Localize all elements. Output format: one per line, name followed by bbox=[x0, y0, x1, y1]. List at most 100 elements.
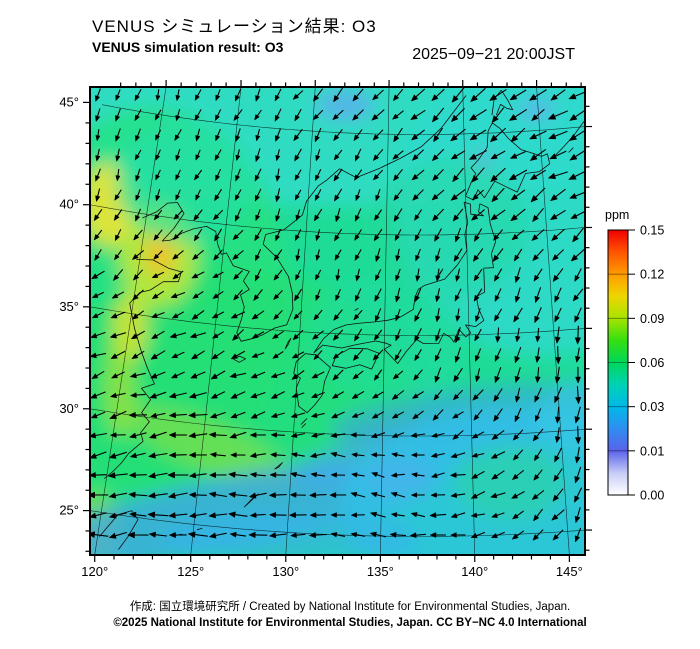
wind-arrow-shaft bbox=[416, 288, 422, 297]
wind-arrow-head bbox=[255, 214, 261, 222]
wind-arrow-shaft bbox=[535, 130, 547, 137]
wind-arrow-shaft bbox=[236, 311, 246, 317]
wind-arrow-head bbox=[173, 213, 180, 220]
wind-arrow-head bbox=[531, 114, 539, 122]
wind-arrow-shaft bbox=[236, 88, 242, 97]
wind-arrow-shaft bbox=[475, 109, 487, 118]
wind-arrow-shaft bbox=[316, 309, 323, 317]
wind-arrow-head bbox=[214, 194, 220, 202]
wind-arrow-head bbox=[532, 534, 540, 541]
wind-arrow-shaft bbox=[416, 349, 422, 357]
wind-arrow-shaft bbox=[536, 448, 543, 457]
wind-arrow-shaft bbox=[217, 168, 222, 177]
coastline-path bbox=[300, 418, 308, 425]
wind-arrow-shaft bbox=[557, 366, 560, 378]
wind-arrow-shaft bbox=[276, 128, 282, 137]
wind-arrow-head bbox=[149, 412, 158, 419]
wind-arrow-shaft bbox=[195, 392, 207, 397]
wind-arrow-shaft bbox=[235, 494, 248, 497]
wind-arrow-head bbox=[234, 194, 240, 202]
wind-arrow-shaft bbox=[537, 367, 540, 377]
wind-arrow-head bbox=[215, 134, 221, 142]
wind-arrow-head bbox=[175, 174, 181, 181]
wind-arrow-shaft bbox=[456, 208, 464, 217]
wind-arrow-shaft bbox=[195, 371, 206, 377]
wind-arrow-shaft bbox=[416, 533, 426, 536]
wind-arrow-shaft bbox=[495, 107, 505, 118]
wind-arrow-shaft bbox=[516, 491, 525, 497]
wind-arrow-head bbox=[168, 452, 176, 459]
wind-arrow-shaft bbox=[277, 188, 281, 197]
wind-arrow-shaft bbox=[436, 432, 445, 436]
wind-arrow-head bbox=[191, 273, 199, 279]
wind-arrow-shaft bbox=[115, 512, 127, 517]
wind-arrow-head bbox=[155, 134, 161, 141]
wind-arrow-shaft bbox=[195, 332, 206, 337]
wind-arrow-shaft bbox=[316, 474, 326, 477]
wind-arrow-head bbox=[454, 335, 461, 344]
wind-arrow-shaft bbox=[474, 150, 487, 157]
wind-arrow-head bbox=[514, 295, 521, 304]
wind-arrow-head bbox=[533, 474, 540, 481]
wind-arrow-shaft bbox=[196, 310, 205, 317]
wind-arrow-head bbox=[510, 214, 519, 222]
wind-arrow-shaft bbox=[456, 474, 466, 476]
wind-arrow-head bbox=[475, 355, 481, 363]
wind-arrow-head bbox=[255, 254, 261, 262]
wind-arrow-head bbox=[452, 214, 460, 222]
wind-arrow-head bbox=[110, 353, 118, 359]
wind-arrow-head bbox=[294, 294, 300, 302]
wind-arrow-shaft bbox=[337, 249, 342, 256]
wind-arrow-shaft bbox=[276, 351, 284, 357]
wind-arrow-shaft bbox=[436, 348, 442, 357]
wind-arrow-shaft bbox=[297, 269, 302, 276]
wind-arrow-head bbox=[390, 472, 398, 478]
coastline-path bbox=[104, 259, 182, 479]
wind-arrow-head bbox=[315, 234, 321, 242]
wind-arrow-head bbox=[350, 452, 358, 458]
wind-arrow-shaft bbox=[576, 466, 582, 478]
wind-arrow-shaft bbox=[515, 189, 526, 197]
wind-arrow-head bbox=[332, 113, 339, 121]
wind-arrow-head bbox=[570, 254, 579, 262]
wind-arrow-shaft bbox=[217, 109, 222, 117]
wind-arrow-head bbox=[335, 294, 341, 302]
wind-arrow-shaft bbox=[195, 473, 207, 476]
wind-arrow-head bbox=[554, 376, 561, 384]
wind-arrow-shaft bbox=[576, 386, 579, 398]
wind-arrow-shaft bbox=[417, 248, 421, 257]
wind-arrow-shaft bbox=[137, 109, 142, 117]
wind-arrow-head bbox=[393, 134, 400, 143]
wind-arrow-shaft bbox=[175, 513, 188, 516]
wind-arrow-head bbox=[549, 194, 558, 202]
wind-arrow-head bbox=[111, 293, 119, 299]
wind-arrow-head bbox=[273, 293, 280, 301]
wind-arrow-head bbox=[313, 353, 320, 361]
wind-arrow-head bbox=[308, 492, 317, 499]
wind-arrow-head bbox=[433, 393, 440, 401]
wind-arrow-shaft bbox=[536, 248, 544, 257]
wind-arrow-head bbox=[574, 274, 580, 283]
wind-arrow-shaft bbox=[377, 269, 382, 277]
wind-arrow-head bbox=[511, 233, 519, 241]
wind-arrow-head bbox=[474, 334, 480, 342]
wind-arrow-head bbox=[574, 475, 581, 484]
wind-arrow-head bbox=[371, 113, 379, 121]
wind-arrow-head bbox=[372, 134, 380, 141]
wind-arrow-head bbox=[290, 432, 298, 438]
wind-arrow-head bbox=[215, 94, 221, 102]
wind-arrow-head bbox=[332, 334, 340, 341]
wind-arrow-shaft bbox=[276, 108, 282, 117]
wind-arrow-head bbox=[375, 274, 381, 282]
wind-arrow-head bbox=[470, 213, 479, 221]
wind-arrow-head bbox=[272, 353, 279, 359]
wind-arrow-head bbox=[249, 512, 257, 518]
wind-arrow-head bbox=[234, 94, 241, 102]
wind-arrow-head bbox=[494, 355, 500, 363]
colorbar-units-label: ppm bbox=[605, 208, 629, 222]
wind-arrow-shaft bbox=[476, 308, 481, 317]
coastline-path bbox=[196, 527, 203, 531]
wind-arrow-head bbox=[371, 413, 379, 419]
wind-arrow-head bbox=[254, 234, 260, 242]
wind-arrow-shaft bbox=[557, 427, 560, 437]
